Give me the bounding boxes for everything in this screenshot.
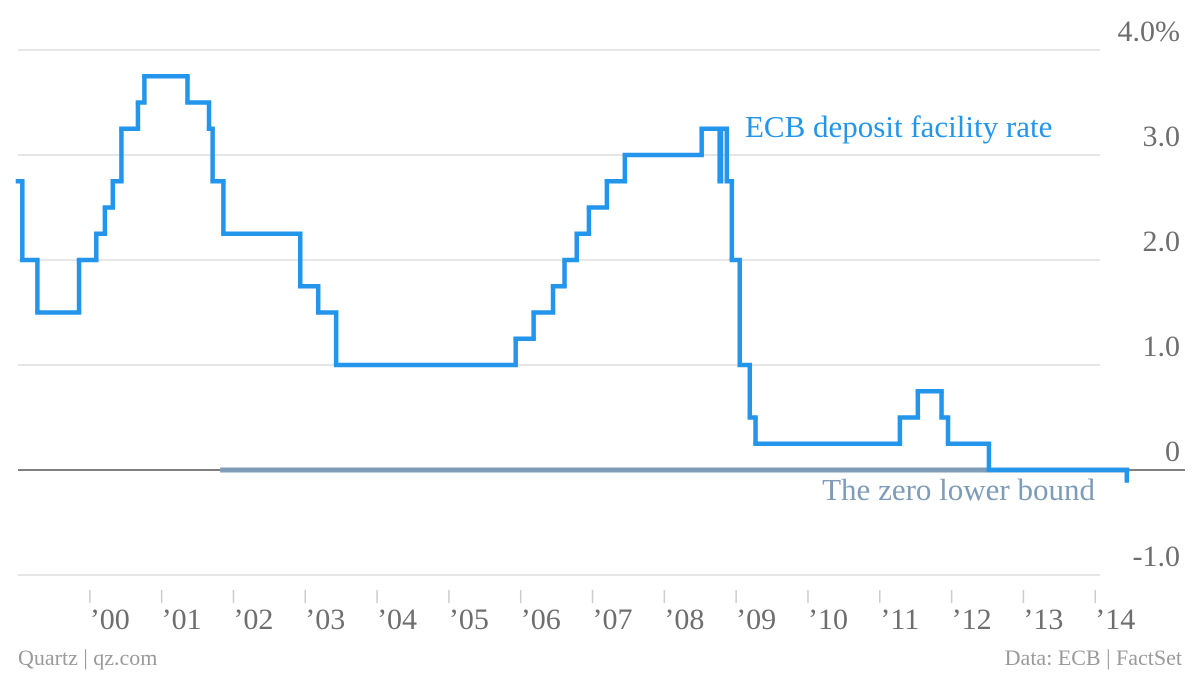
y-tick-label: 2.0 — [1143, 225, 1181, 258]
x-tick-label: ’02 — [233, 603, 273, 636]
x-tick-label: ’00 — [90, 603, 130, 636]
credit: Quartz | qz.com — [18, 645, 157, 670]
y-tick-label: 0 — [1165, 435, 1180, 468]
x-tick-label: ’03 — [305, 603, 345, 636]
x-tick-label: ’12 — [952, 603, 992, 636]
y-tick-label: 3.0 — [1143, 120, 1181, 153]
x-tick-label: ’07 — [593, 603, 633, 636]
x-tick-label: ’13 — [1023, 603, 1063, 636]
x-tick-label: ’06 — [521, 603, 561, 636]
x-tick-label: ’04 — [377, 603, 417, 636]
y-tick-label: 1.0 — [1143, 330, 1181, 363]
x-tick-label: ’14 — [1095, 603, 1135, 636]
x-tick-label: ’09 — [736, 603, 776, 636]
series-label: The zero lower bound — [822, 472, 1095, 507]
y-tick-label: -1.0 — [1133, 540, 1181, 573]
y-tick-label: 4.0% — [1118, 15, 1181, 48]
series-label: ECB deposit facility rate — [745, 109, 1052, 144]
x-tick-label: ’05 — [449, 603, 489, 636]
x-tick-label: ’08 — [664, 603, 704, 636]
source: Data: ECB | FactSet — [1005, 645, 1182, 670]
x-tick-label: ’01 — [162, 603, 202, 636]
x-tick-label: ’11 — [880, 603, 919, 636]
x-tick-label: ’10 — [808, 603, 848, 636]
